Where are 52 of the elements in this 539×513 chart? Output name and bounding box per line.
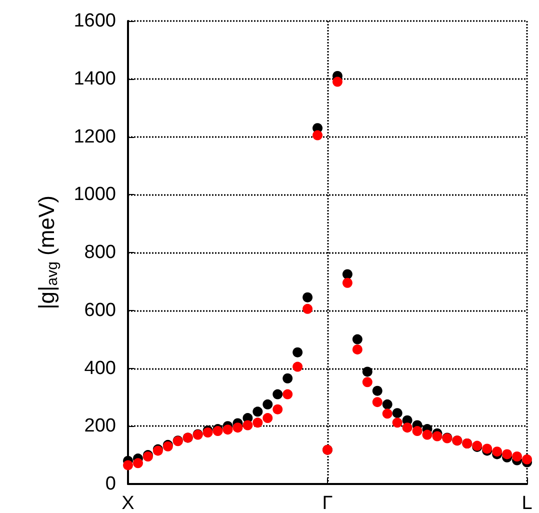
- point: [382, 408, 392, 419]
- point: [282, 373, 293, 384]
- y-tick-label: 200: [84, 416, 116, 437]
- point: [372, 397, 382, 408]
- point: [392, 418, 402, 428]
- point: [342, 278, 352, 288]
- point: [272, 389, 283, 400]
- x-tick-label: L: [522, 493, 532, 513]
- point: [412, 426, 422, 436]
- point: [372, 386, 382, 396]
- point: [332, 76, 342, 87]
- point: [312, 130, 323, 140]
- point: [392, 408, 402, 418]
- point: [302, 292, 313, 302]
- x-tick-label: Γ: [322, 493, 333, 513]
- point: [282, 389, 293, 400]
- point: [132, 458, 143, 468]
- point: [352, 344, 362, 354]
- point: [292, 347, 303, 358]
- point: [262, 399, 273, 410]
- y-axis-title: |g|avg (meV): [34, 196, 61, 310]
- point: [352, 334, 362, 344]
- point: [492, 446, 502, 457]
- point: [402, 422, 412, 433]
- point: [422, 430, 432, 440]
- point: [252, 406, 263, 417]
- point: [342, 269, 352, 280]
- x-tick-label: X: [122, 493, 135, 513]
- y-tick-label: 400: [84, 358, 116, 379]
- point: [222, 424, 233, 435]
- y-tick-label: 1400: [74, 68, 116, 90]
- point: [302, 304, 313, 314]
- y-tick-label: 600: [84, 300, 116, 321]
- y-tick-label: 800: [84, 242, 116, 263]
- y-tick-label: 1200: [74, 126, 116, 148]
- y-tick-label: 1600: [74, 10, 116, 32]
- point: [502, 449, 512, 460]
- point: [242, 420, 253, 430]
- point: [512, 452, 522, 462]
- point: [252, 418, 263, 428]
- point: [362, 366, 372, 377]
- y-tick-label: 1000: [74, 184, 116, 206]
- point: [232, 422, 243, 433]
- point: [272, 404, 283, 414]
- point: [262, 413, 273, 424]
- point: [362, 377, 372, 388]
- point: [522, 454, 532, 464]
- point: [432, 431, 442, 442]
- point: [382, 399, 392, 410]
- y-tick-label: 0: [105, 474, 116, 494]
- point: [123, 460, 133, 470]
- point: [292, 362, 303, 372]
